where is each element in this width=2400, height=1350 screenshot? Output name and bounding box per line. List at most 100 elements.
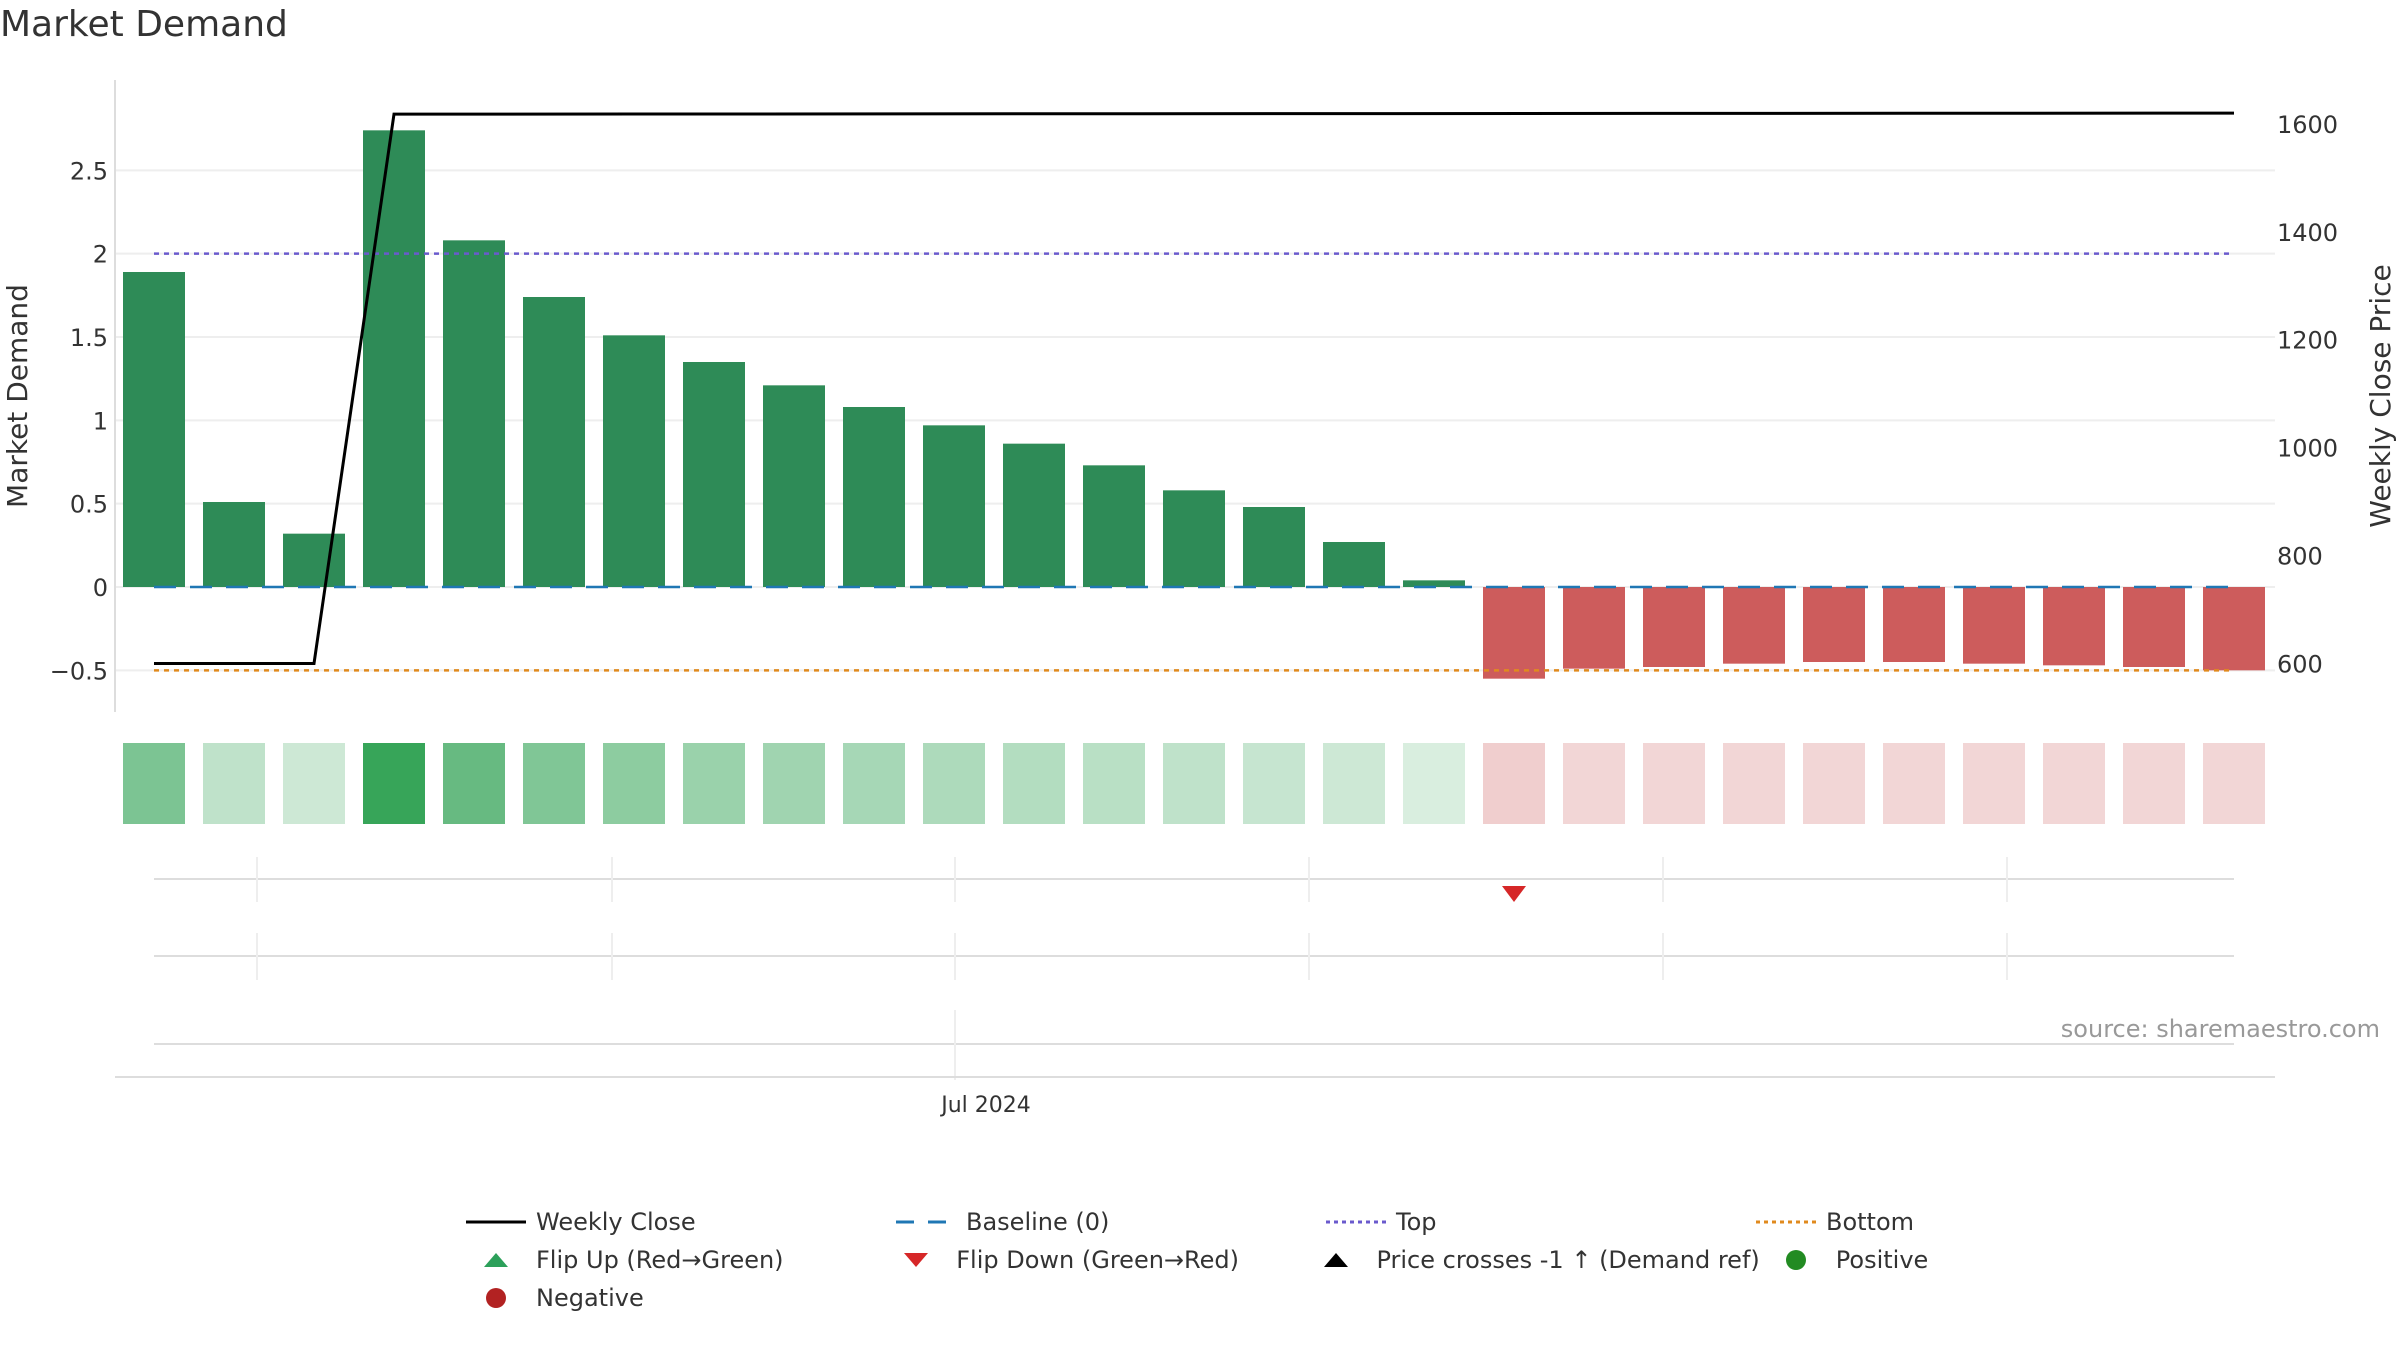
strength-cell <box>2043 743 2105 824</box>
strength-cell <box>1243 743 1305 824</box>
demand-bar <box>1163 490 1225 587</box>
strength-cell <box>1803 743 1865 824</box>
lower-panels <box>115 857 2275 1080</box>
y-tick-label: 0 <box>93 574 108 602</box>
legend-symbol-line-dot <box>1320 1207 1392 1237</box>
strength-cell <box>2203 743 2265 824</box>
y-tick-label: 2 <box>93 241 108 269</box>
legend-symbol-line-dash <box>890 1207 962 1237</box>
strength-cell <box>1563 743 1625 824</box>
demand-bar <box>1323 542 1385 587</box>
y2-tick-label: 1000 <box>2277 435 2338 463</box>
legend: Weekly Close Baseline (0) Top Bottom Flip Up… <box>460 1203 2180 1317</box>
legend-label: Flip Up (Red→Green) <box>536 1246 784 1274</box>
strength-cell <box>1003 743 1065 824</box>
legend-symbol-triangle-down <box>880 1245 952 1275</box>
strength-cell <box>523 743 585 824</box>
strength-cell <box>1323 743 1385 824</box>
legend-item-positive: Positive <box>1760 1245 2180 1275</box>
y-tick-label: 0.5 <box>70 491 108 519</box>
legend-symbol-line-dot <box>1750 1207 1822 1237</box>
strength-cell <box>1883 743 1945 824</box>
demand-bar <box>363 130 425 588</box>
demand-bar <box>443 240 505 588</box>
demand-bar <box>1083 465 1145 587</box>
y2-axis-title: Weekly Close Price <box>2364 264 2397 527</box>
strength-cell <box>283 743 345 824</box>
demand-bar <box>1483 587 1545 679</box>
legend-label: Positive <box>1835 1246 1929 1274</box>
x-tick-label: Jul 2024 <box>939 1093 1031 1118</box>
source-credit: source: sharemaestro.com <box>2060 1015 2380 1043</box>
legend-label: Bottom <box>1826 1208 1915 1236</box>
y-axis-title: Market Demand <box>1 284 34 508</box>
demand-bar <box>283 533 345 587</box>
weekly-close-line <box>154 111 2235 665</box>
y2-tick-label: 1400 <box>2277 219 2338 247</box>
strength-cell <box>443 743 505 824</box>
strength-cell <box>1643 743 1705 824</box>
legend-symbol-line-solid <box>460 1207 532 1237</box>
demand-bar <box>843 407 905 587</box>
grid-layer <box>115 169 2275 672</box>
strength-cell <box>923 743 985 824</box>
legend-item-bottom: Bottom <box>1750 1207 2180 1237</box>
legend-label: Top <box>1396 1208 1437 1236</box>
weekly-close-layer <box>154 111 2235 665</box>
y2-tick-label: 800 <box>2277 543 2323 571</box>
demand-bar <box>1003 443 1065 587</box>
demand-bar <box>1803 587 1865 662</box>
legend-label: Weekly Close <box>536 1208 696 1236</box>
legend-symbol-triangle-up <box>1300 1245 1372 1275</box>
y-tick-label: 1 <box>93 407 108 435</box>
demand-bar <box>123 272 185 587</box>
strength-cell <box>843 743 905 824</box>
demand-bar <box>763 385 825 587</box>
legend-symbol-triangle-up <box>460 1245 532 1275</box>
strength-cell <box>1483 743 1545 824</box>
legend-row: Negative <box>460 1279 2180 1317</box>
strength-cell <box>203 743 265 824</box>
strength-cell <box>683 743 745 824</box>
legend-label: Price crosses -1 ↑ (Demand ref) <box>1376 1246 1760 1274</box>
legend-item-negative: Negative <box>460 1283 936 1313</box>
chart-title: Market Demand <box>0 4 288 45</box>
demand-bar <box>2123 587 2185 667</box>
demand-bar <box>2203 587 2265 671</box>
legend-label: Flip Down (Green→Red) <box>956 1246 1239 1274</box>
legend-symbol-circle <box>460 1283 532 1313</box>
legend-item-price-crosses: Price crosses -1 ↑ (Demand ref) <box>1300 1245 1760 1275</box>
demand-bar <box>603 335 665 587</box>
axis-layer: −0.5 0 0.5 1 1.5 2 2.5 600 800 1000 1200 1400 1600 Ma… <box>1 80 2397 1118</box>
demand-bar <box>1403 580 1465 587</box>
strength-cell <box>363 743 425 824</box>
legend-row: Weekly Close Baseline (0) Top Bottom <box>460 1203 2180 1241</box>
y2-tick-label: 600 <box>2277 650 2323 678</box>
demand-bar <box>1883 587 1945 662</box>
strength-cell <box>1963 743 2025 824</box>
reference-lines <box>154 252 2234 672</box>
y-tick-label: 2.5 <box>70 157 108 185</box>
strength-cell <box>1723 743 1785 824</box>
demand-bar <box>1723 587 1785 664</box>
legend-row: Flip Up (Red→Green) Flip Down (Green→Red)… <box>460 1241 2180 1279</box>
strength-cell <box>123 743 185 824</box>
y-tick-label: 1.5 <box>70 324 108 352</box>
y2-tick-label: 1600 <box>2277 111 2338 139</box>
demand-bar <box>1643 587 1705 667</box>
legend-item-top: Top <box>1320 1207 1750 1237</box>
strength-strip <box>123 743 2265 824</box>
demand-bar <box>1563 587 1625 669</box>
strength-cell <box>1163 743 1225 824</box>
strength-cell <box>763 743 825 824</box>
strength-cell <box>1403 743 1465 824</box>
demand-bar <box>683 362 745 587</box>
strength-cell <box>2123 743 2185 824</box>
demand-bar <box>203 502 265 587</box>
demand-bar <box>1963 587 2025 664</box>
flip-down-marker <box>1502 886 1526 902</box>
bar-layer <box>123 130 2265 679</box>
legend-item-baseline: Baseline (0) <box>890 1207 1320 1237</box>
legend-symbol-circle <box>1760 1245 1832 1275</box>
